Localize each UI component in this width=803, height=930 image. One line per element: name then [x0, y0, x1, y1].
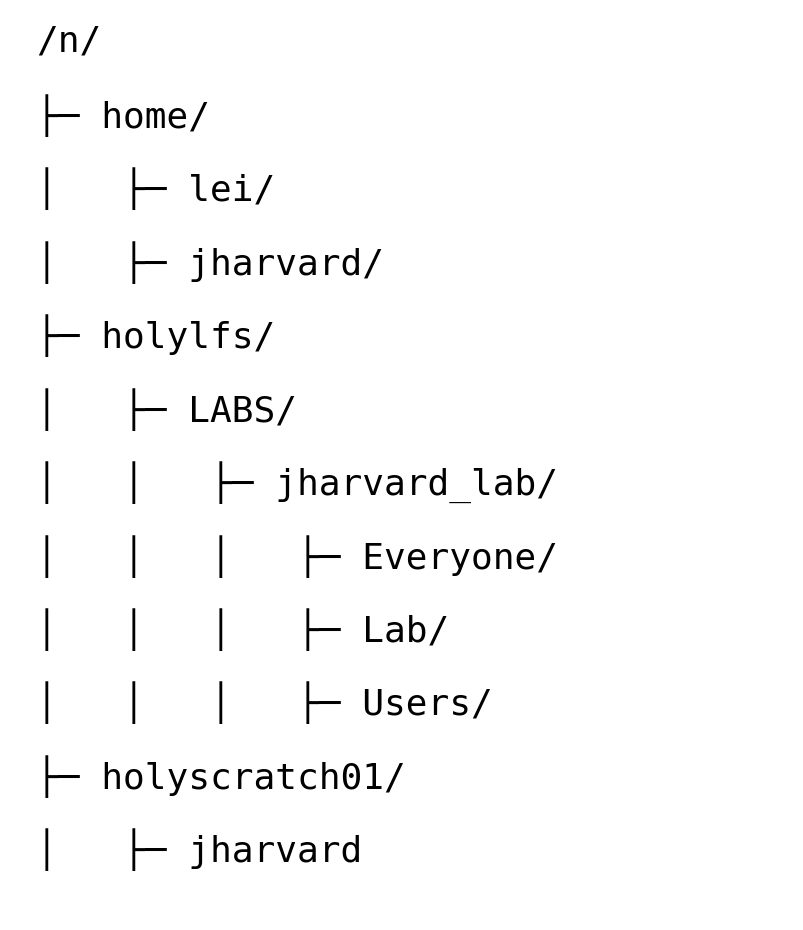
Text: ├─ holylfs/: ├─ holylfs/	[36, 314, 275, 357]
Text: │   │   │   ├─ Everyone/: │ │ │ ├─ Everyone/	[36, 535, 557, 578]
Text: /n/: /n/	[36, 25, 101, 59]
Text: │   ├─ jharvard/: │ ├─ jharvard/	[36, 241, 384, 284]
Text: │   ├─ LABS/: │ ├─ LABS/	[36, 388, 297, 431]
Text: │   ├─ jharvard: │ ├─ jharvard	[36, 829, 362, 871]
Text: │   │   │   ├─ Users/: │ │ │ ├─ Users/	[36, 682, 492, 724]
Text: ├─ holyscratch01/: ├─ holyscratch01/	[36, 755, 406, 798]
Text: │   │   ├─ jharvard_lab/: │ │ ├─ jharvard_lab/	[36, 461, 557, 504]
Text: ├─ home/: ├─ home/	[36, 94, 210, 137]
Text: │   │   │   ├─ Lab/: │ │ │ ├─ Lab/	[36, 608, 449, 651]
Text: │   ├─ lei/: │ ├─ lei/	[36, 167, 275, 210]
